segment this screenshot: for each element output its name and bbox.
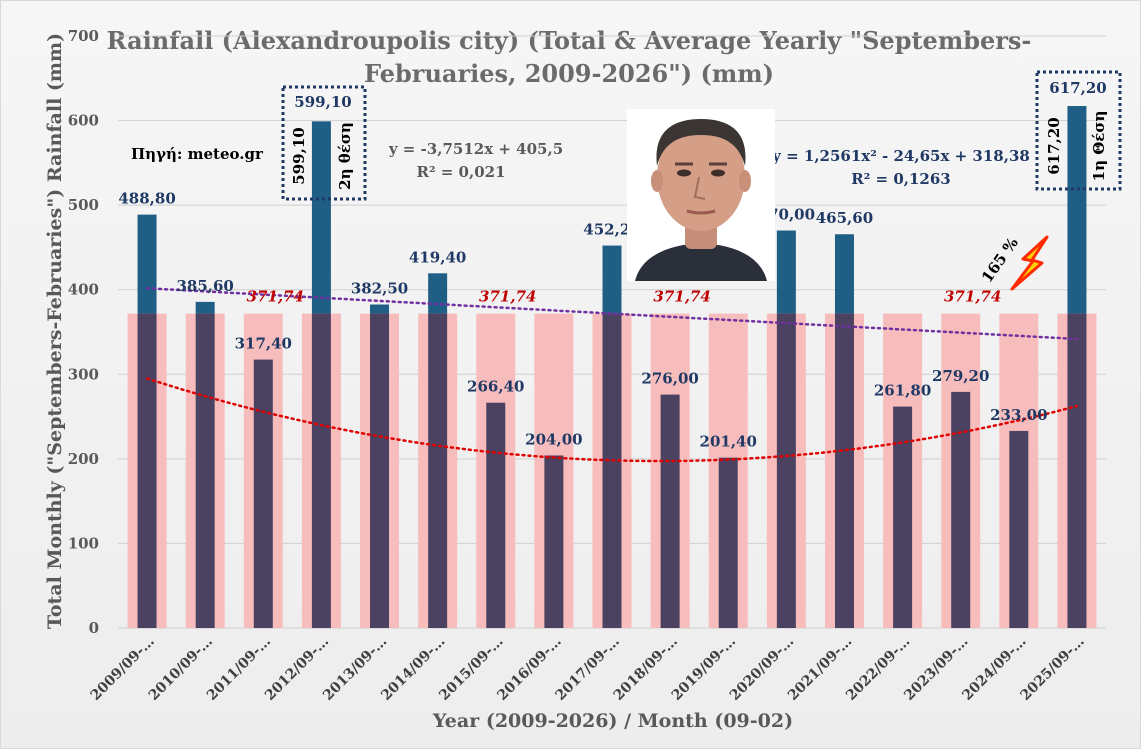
data-label: 233,00 (990, 406, 1047, 424)
linear-trend-r2: R² = 0,021 (416, 163, 505, 181)
rainfall-bars (137, 106, 1087, 628)
y-tick-label: 700 (68, 27, 99, 45)
average-labels: 371,74 371,74 371,74 371,74 (247, 288, 1002, 306)
data-label: 317,40 (235, 335, 292, 353)
trend-lines (145, 286, 1079, 463)
bar-above-average (195, 301, 215, 314)
rank2-vertical-value: 599,10 (290, 127, 308, 184)
rank1-vertical-value: 617,20 (1045, 117, 1063, 174)
poly-trend-equation: y = 1,2561x² - 24,65x + 318,38 (771, 147, 1030, 165)
bar-above-average (834, 234, 854, 314)
y-tick-label: 100 (68, 534, 99, 552)
polynomial-trendline (145, 377, 1079, 463)
rank1-value-label: 617,20 (1049, 79, 1106, 97)
y-tick-label: 500 (68, 196, 99, 214)
portrait-face (657, 123, 745, 231)
bar-above-average (311, 121, 331, 314)
data-label: 279,20 (932, 367, 989, 385)
rank1-vertical-label: 1η Θέση (1090, 111, 1108, 182)
bar-below-average (951, 391, 971, 628)
bar-above-average (776, 230, 796, 314)
bar-below-average (602, 313, 622, 628)
bar-below-average (834, 313, 854, 628)
rank2-box (281, 85, 367, 201)
chart-title-line2: Februaries, 2009-2026") (mm) (364, 59, 774, 88)
portrait-mouth (686, 209, 716, 215)
source-label: Πηγή: meteo.gr (131, 145, 264, 163)
portrait-left-eye (677, 169, 691, 177)
y-tick-label: 0 (89, 619, 99, 637)
y-tick-label: 600 (68, 112, 99, 130)
bar-below-average (660, 394, 680, 628)
average-label: 371,74 (247, 288, 304, 306)
bar-below-average (1009, 430, 1029, 628)
data-label: 382,50 (351, 280, 408, 298)
bar-below-average (253, 359, 273, 628)
bar-above-average (370, 304, 390, 314)
chart-title-line1: Rainfall (Alexandroupolis city) (Total &… (107, 26, 1032, 55)
portrait-shirt (635, 243, 767, 281)
y-tick-label: 400 (68, 281, 99, 299)
portrait-hair (656, 119, 746, 166)
data-label: 266,40 (467, 378, 524, 396)
data-label: 261,80 (874, 382, 931, 400)
percent-increase-label: 165 % (978, 234, 1022, 286)
bar-above-average (428, 273, 448, 314)
portrait-right-eye (711, 169, 725, 177)
rank2-vertical-label: 2η θέση (336, 122, 354, 190)
bar-below-average (137, 313, 157, 628)
bar-below-average (544, 455, 564, 628)
bar-above-average (602, 245, 622, 314)
bar-below-average (195, 313, 215, 628)
data-label: 452,20 (583, 221, 640, 239)
bar-below-average (893, 406, 913, 628)
bar-below-average (776, 313, 796, 628)
average-label: 371,74 (479, 288, 536, 306)
y-axis-title: Total Monthly ("Septembers-Februaries") … (44, 33, 66, 629)
data-label: 465,60 (816, 209, 873, 227)
average-label: 371,74 (944, 288, 1001, 306)
portrait-left-ear (651, 170, 663, 192)
bar-above-average (1067, 106, 1087, 314)
y-axis-ticks: 0 100 200 300 400 500 600 700 (68, 27, 99, 637)
average-label: 371,74 (653, 288, 710, 306)
y-tick-label: 300 (68, 365, 99, 383)
data-label: 385,60 (176, 277, 233, 295)
portrait-right-ear (739, 170, 751, 192)
linear-trendline (145, 286, 1079, 341)
x-axis-ticks: 2009/09-…2010/09-…2011/09-…2012/09-…2013… (88, 634, 1088, 704)
data-label: 276,00 (641, 370, 698, 388)
y-tick-label: 200 (68, 450, 99, 468)
x-axis-title: Year (2009-2026) / Month (09-02) (432, 710, 793, 732)
man-portrait-photo (627, 109, 775, 281)
lightning-bolt-icon (1010, 235, 1049, 291)
data-label: 419,40 (409, 248, 466, 266)
linear-trend-equation: y = -3,7512x + 405,5 (388, 140, 563, 158)
data-label: 204,00 (525, 430, 582, 448)
bar-below-average (718, 457, 738, 628)
rank2-value-label: 599,10 (294, 93, 351, 111)
data-label: 488,80 (118, 190, 175, 208)
bar-below-average (1067, 313, 1087, 628)
portrait-nose (693, 176, 706, 200)
bar-below-average (311, 313, 331, 628)
rank1-box (1035, 70, 1122, 191)
bar-below-average (486, 402, 506, 628)
data-label: 201,40 (700, 433, 757, 451)
bar-above-average (137, 214, 157, 314)
poly-trend-r2: R² = 0,1263 (851, 170, 950, 188)
bar-below-average (370, 313, 390, 628)
bar-below-average (428, 313, 448, 628)
